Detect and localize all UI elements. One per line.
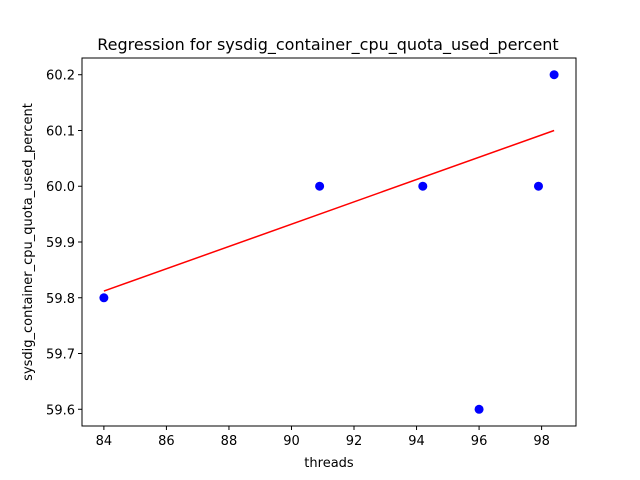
- scatter-point: [418, 181, 428, 191]
- scatter-point: [315, 181, 325, 191]
- y-tick-label: 59.9: [46, 236, 75, 251]
- x-axis-label: threads: [304, 456, 354, 471]
- y-tick-label: 59.8: [46, 292, 75, 307]
- x-tick-label: 88: [221, 434, 238, 449]
- scatter-point: [474, 404, 484, 414]
- scatter-point: [533, 181, 543, 191]
- x-tick-label: 86: [158, 434, 175, 449]
- scatter-point: [549, 70, 559, 80]
- y-tick-label: 59.6: [46, 403, 75, 418]
- y-tick-label: 60.1: [46, 124, 75, 139]
- x-tick-label: 98: [533, 434, 550, 449]
- x-tick-label: 92: [346, 434, 363, 449]
- regression-line: [103, 129, 555, 292]
- x-tick-label: 90: [283, 434, 300, 449]
- x-tick-label: 84: [96, 434, 113, 449]
- y-tick-label: 60.0: [46, 180, 75, 195]
- y-tick-label: 60.2: [46, 69, 75, 84]
- chart-title: Regression for sysdig_container_cpu_quot…: [97, 35, 558, 55]
- x-tick-label: 96: [471, 434, 488, 449]
- scatter-point: [99, 293, 109, 303]
- plot-frame: [81, 57, 577, 427]
- plot-data-layer: [99, 70, 559, 414]
- y-tick-label: 59.7: [46, 348, 75, 363]
- x-axis: 84 86 88 90 92 94 96 98: [96, 426, 550, 449]
- y-axis-label: sysdig_container_cpu_quota_used_percent: [21, 103, 36, 381]
- y-axis: 59.6 59.7 59.8 59.9 60.0 60.1 60.2: [46, 69, 82, 418]
- x-tick-label: 94: [408, 434, 425, 449]
